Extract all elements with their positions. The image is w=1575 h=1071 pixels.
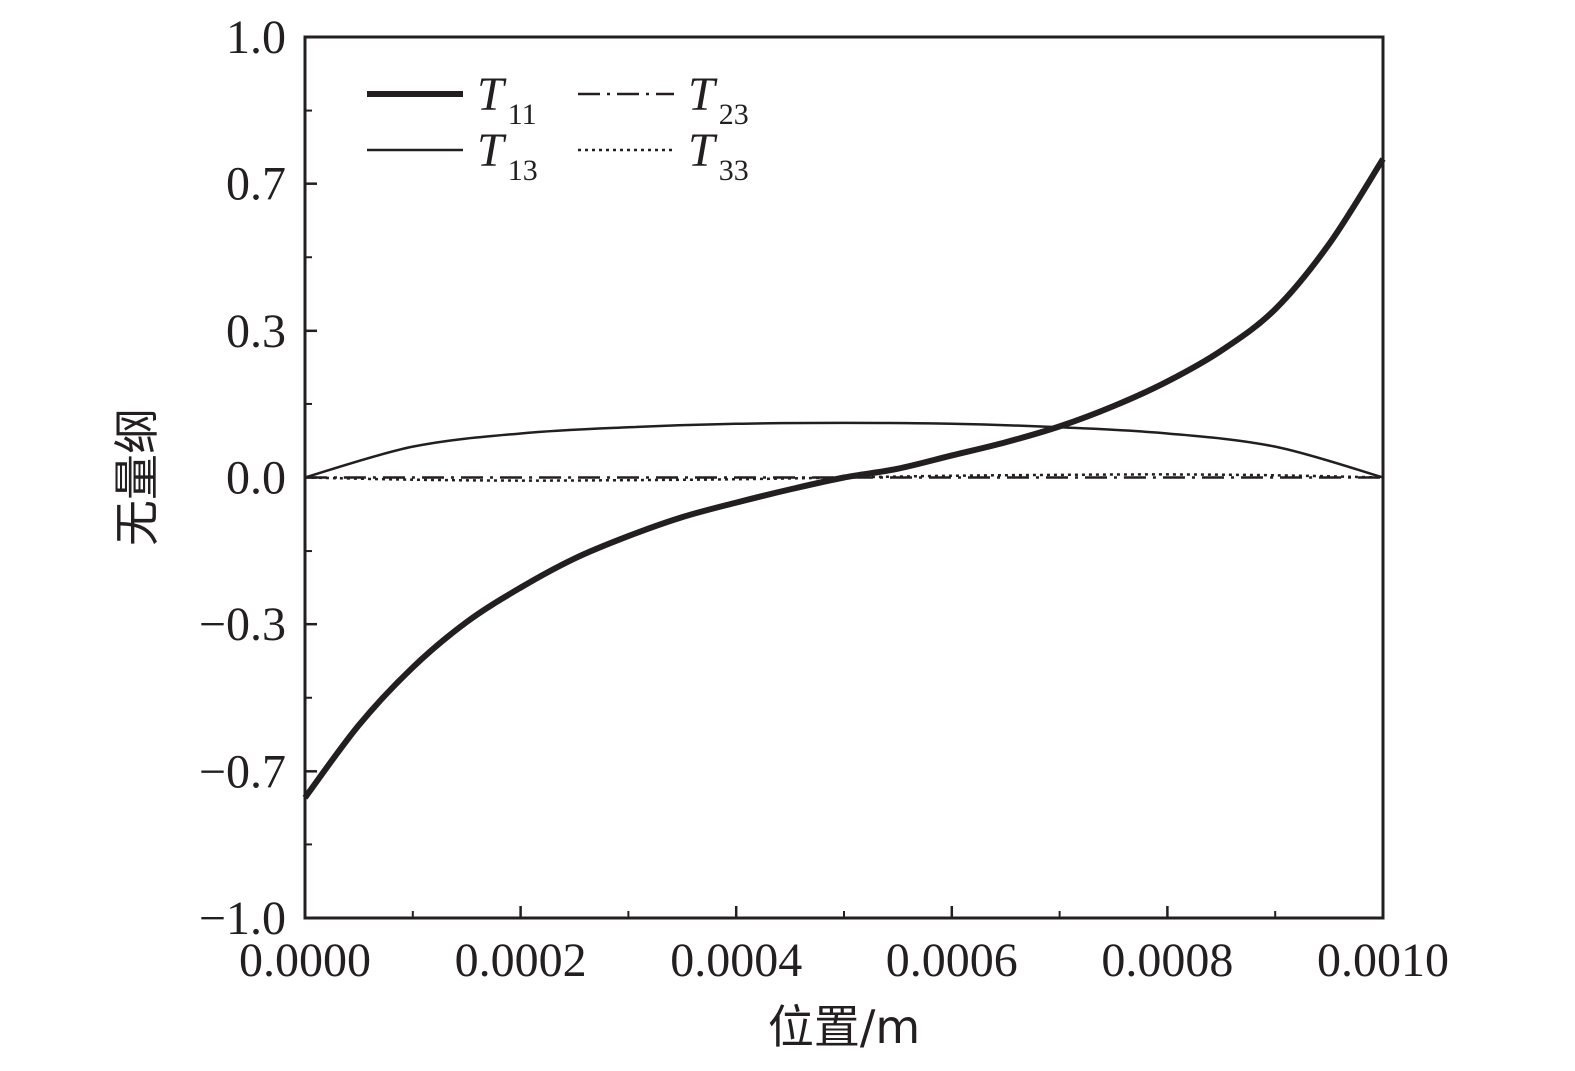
plot-frame [303,35,1385,920]
legend-label-t11: T 11 [477,68,537,131]
y-tick-label: 0.3 [226,305,286,358]
series-line-t13 [304,421,1384,479]
series-line-t11 [302,157,1386,800]
x-tick-label: 0.0008 [1101,934,1233,987]
y-tick-label: −0.3 [199,598,286,651]
x-tick-label: 0.0002 [455,934,587,987]
legend-label-t13: T 13 [477,124,538,187]
legend-label-t23: T 23 [688,68,749,131]
x-tick-label: 0.0000 [239,934,371,987]
y-tick-label: 1.0 [226,11,286,64]
y-tick-label: −1.0 [199,892,286,945]
legend: T 11T 13 T 23T 33 [367,68,749,187]
x-tick-label: 0.0010 [1317,934,1449,987]
legend-label-t33: T 33 [688,124,749,187]
series-layer [302,157,1386,800]
x-tick-label: 0.0006 [886,934,1018,987]
y-tick-label: −0.7 [199,745,286,798]
x-axis-title: 位置/m [768,1000,920,1054]
y-tick-label: 0.0 [226,452,286,505]
tick-labels-layer: 0.0000 0.0002 0.0004 0.0006 0.0008 0.0010 1.0 0… [199,11,1449,987]
x-tick-label: 0.0004 [670,934,802,987]
y-axis-title: 无量纲 [110,408,164,546]
y-tick-label: 0.7 [226,158,286,211]
